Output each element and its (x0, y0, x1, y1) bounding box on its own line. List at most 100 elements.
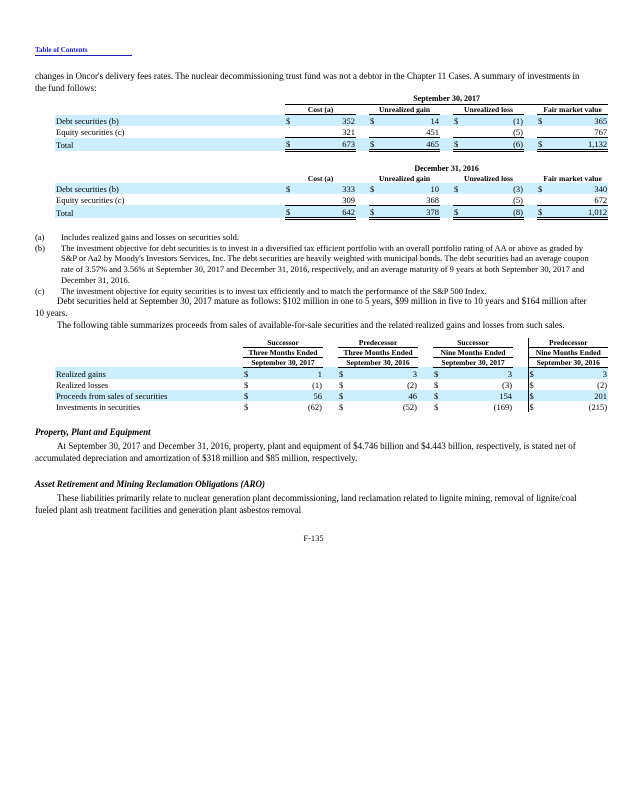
currency-cell: $ (528, 367, 545, 379)
currency-cell: $ (243, 367, 259, 379)
column-header-fair-market-value: Fair market value (537, 104, 609, 116)
currency-cell: $ (369, 114, 384, 127)
value-cell: 673 (300, 137, 356, 153)
section-property-plant-equipment: Property, Plant and Equipment At Septemb… (35, 427, 592, 464)
footnote-c: (c) The investment objective for equity … (35, 286, 592, 297)
section-aro: Asset Retirement and Mining Reclamation … (35, 479, 592, 516)
section-heading: Property, Plant and Equipment (35, 426, 151, 437)
currency-cell (285, 193, 300, 206)
footnote-a: (a) Includes realized gains and losses o… (35, 232, 592, 243)
value-cell: 1,132 (552, 137, 609, 153)
table-row-total: Total $ 673 $ 465 $ (6) $ 1,132 (55, 137, 609, 153)
value-cell: 340 (552, 182, 609, 194)
value-cell: 3 (354, 367, 419, 379)
period-header: Three Months Ended (243, 347, 324, 358)
intro-paragraph: changes in Oncor's delivery fees rates. … (35, 71, 580, 93)
value-cell: 201 (544, 389, 609, 401)
currency-cell: $ (338, 367, 355, 379)
currency-cell: $ (537, 137, 552, 153)
footnote-b: (b) The investment objective for debt se… (35, 243, 592, 286)
currency-cell: $ (285, 137, 300, 153)
currency-cell: $ (339, 379, 344, 390)
footnote-marker: (a) (35, 231, 45, 242)
era-header: Predecessor (528, 337, 609, 348)
footnote-marker: (b) (35, 242, 45, 253)
value-cell: (2) (597, 379, 608, 390)
value-cell: 451 (384, 126, 440, 139)
value-cell: (6) (468, 137, 524, 153)
currency-cell (369, 126, 384, 139)
currency-cell: $ (433, 367, 450, 379)
currency-cell: $ (369, 137, 384, 153)
table-row-equity-securities: Equity securities (c) 309 368 (5) 672 (55, 193, 609, 206)
currency-cell: $ (453, 114, 468, 127)
value-cell: 321 (300, 126, 356, 139)
value-cell: 46 (354, 389, 419, 401)
date-header: September 30, 2017 (243, 357, 324, 368)
currency-cell: $ (339, 401, 344, 412)
table-row-debt-securities: Debt securities (b) $ 333 $ 10 $ (3) $ 3… (55, 182, 609, 194)
table-row-debt-securities: Debt securities (b) $ 352 $ 14 $ (1) $ 3… (55, 114, 609, 127)
currency-cell: $ (529, 379, 534, 390)
row-label: Equity securities (c) (56, 127, 125, 138)
currency-cell: $ (338, 389, 355, 401)
footnotes: (a) Includes realized gains and losses o… (35, 232, 592, 297)
currency-cell: $ (529, 401, 534, 412)
section-body: These liabilities primarily relate to nu… (35, 493, 577, 515)
currency-cell: $ (453, 182, 468, 194)
investments-table-dec-2016: December 31, 2016 Cost (a) Unrealized ga… (55, 164, 609, 220)
currency-cell: $ (244, 379, 249, 390)
footnote-text: The investment objective for equity secu… (61, 285, 487, 296)
value-cell: 3 (449, 367, 514, 379)
column-header-unrealized-loss: Unrealized loss (453, 104, 524, 116)
table-of-contents-link[interactable]: Table of Contents (35, 46, 132, 56)
currency-cell: $ (453, 205, 468, 220)
footnote-marker: (c) (35, 285, 45, 296)
value-cell: 309 (300, 193, 356, 206)
column-header-cost: Cost (a) (307, 173, 334, 183)
section-body: At September 30, 2017 and December 31, 2… (35, 440, 576, 463)
era-header: Predecessor (338, 337, 419, 348)
currency-cell: $ (243, 389, 259, 401)
value-cell: 154 (449, 389, 514, 401)
period-header-row: December 31, 2016 (55, 164, 608, 174)
currency-cell: $ (537, 205, 552, 220)
row-label: Realized gains (55, 367, 243, 379)
investments-table-sep-2017: September 30, 2017 Cost (a) Unrealized g… (55, 94, 609, 153)
row-label: Equity securities (c) (56, 195, 125, 206)
currency-cell (537, 126, 552, 139)
table-row-proceeds: Proceeds from sales of securities $ 56 $… (55, 389, 609, 401)
column-headers-row: Cost (a) Unrealized gain Unrealized loss… (55, 104, 609, 116)
table-row-realized-gains: Realized gains $ 1 $ 3 $ 3 $ 3 (55, 367, 609, 379)
currency-cell: $ (433, 389, 450, 401)
page-number: F-135 (303, 532, 324, 543)
date-header: September 30, 2017 (433, 357, 514, 368)
era-header-row: Successor Predecessor Successor Predeces… (55, 337, 609, 348)
date-header: September 30, 2016 (338, 357, 419, 368)
value-cell: 10 (384, 182, 440, 194)
column-header-fair-market-value: Fair market value (543, 173, 602, 183)
currency-cell: $ (369, 205, 384, 220)
currency-cell: $ (285, 182, 300, 194)
row-label: Realized losses (56, 379, 109, 390)
value-cell: (3) (468, 182, 524, 194)
sales-intro-paragraph: The following table summarizes proceeds … (57, 319, 565, 330)
value-cell: 14 (384, 114, 440, 127)
value-cell: (5) (468, 126, 524, 139)
currency-cell: $ (528, 389, 545, 401)
value-cell: 3 (544, 367, 609, 379)
period-header: Nine Months Ended (433, 347, 514, 358)
value-cell: 767 (552, 126, 609, 139)
period-header: December 31, 2016 (414, 164, 479, 174)
sales-proceeds-table: Successor Predecessor Successor Predeces… (55, 337, 609, 412)
value-cell: 352 (300, 114, 356, 127)
row-label: Debt securities (b) (55, 182, 285, 194)
row-label: Total (55, 205, 285, 219)
value-cell: 56 (259, 389, 324, 401)
currency-cell: $ (434, 401, 439, 412)
value-cell: (62) (307, 401, 323, 412)
value-cell: 1 (259, 367, 324, 379)
currency-cell: $ (537, 114, 552, 127)
currency-cell (453, 126, 468, 139)
currency-cell (285, 126, 300, 139)
